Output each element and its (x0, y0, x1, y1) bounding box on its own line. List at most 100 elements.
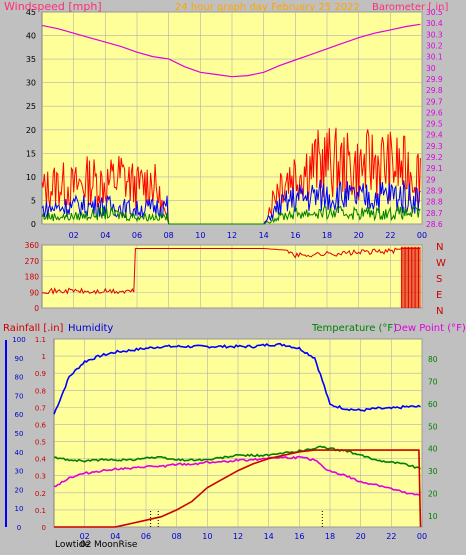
wind-left-tick-label: 30 (26, 79, 36, 88)
barometer-tick-label: 29.4 (426, 131, 443, 140)
barometer-line (41, 23, 421, 78)
temperature-tick-label: 10 (428, 512, 438, 521)
barometer-axis-title: Barometer [.in] (372, 2, 448, 13)
wind-x-tick-label: 22 (385, 231, 395, 240)
bottom-x-tick-label: 02 (80, 532, 90, 541)
wind-direction-line (42, 247, 421, 295)
humidity-tick-label: 0 (17, 524, 21, 532)
bottom-grid (54, 338, 423, 528)
rainfall-tick-label: 1 (42, 353, 46, 361)
humidity-axis-title: Humidity (68, 323, 113, 334)
wind-x-tick-label: 14 (259, 231, 269, 240)
wind-series-group (41, 23, 421, 225)
humidity-tick-label: 70 (15, 392, 24, 400)
wind-left-tick-label: 40 (26, 32, 36, 41)
barometer-tick-label: 30.5 (426, 8, 443, 17)
humidity-tick-label: 10 (15, 505, 24, 513)
rainfall-axis: 0 0.1 0.2 0.3 0.4 0.5 0.6 0.7 0.8 0.9 1 1.1 (35, 336, 47, 532)
rainfall-tick-label: 0.4 (35, 456, 47, 464)
compass-label: N (436, 242, 443, 253)
humidity-tick-label: 90 (15, 355, 24, 363)
direction-grid (42, 244, 423, 309)
direction-tick-label: 180 (25, 273, 40, 282)
barometer-tick-label: 29.8 (426, 86, 443, 95)
temperature-tick-label: 50 (428, 422, 438, 431)
rainfall-line (54, 449, 422, 528)
barometer-tick-label: 28.9 (426, 187, 443, 196)
chart-date-title: 24 hour graph day February 25 2022 (175, 2, 360, 13)
lowtide-label: Lowtide (55, 540, 90, 550)
rainfall-tick-label: 0.6 (35, 421, 47, 429)
humidity-tick-label: 100 (12, 336, 25, 344)
bottom-x-tick-label: 22 (386, 532, 396, 541)
windspeed-axis-title: Windspeed [mph] (4, 0, 102, 13)
humidity-tick-label: 40 (15, 449, 24, 457)
barometer-tick-label: 29.9 (426, 75, 443, 84)
rainfall-tick-label: 0.5 (35, 439, 46, 447)
compass-label: W (436, 258, 446, 269)
rainfall-tick-label: 0 (42, 524, 46, 532)
barometer-tick-label: 29.3 (426, 142, 443, 151)
wind-left-tick-label: 0 (31, 220, 36, 229)
rainfall-tick-label: 0.9 (35, 370, 46, 378)
humidity-line (53, 342, 421, 415)
humidity-tick-label: 80 (15, 374, 24, 382)
barometer-tick-label: 30.4 (426, 19, 443, 28)
temperature-axis: 10 20 30 40 50 60 70 80 (428, 355, 438, 521)
barometer-tick-label: 30.2 (426, 41, 443, 50)
wind-left-tick-label: 15 (26, 149, 36, 158)
bottom-x-tick-label: 14 (264, 532, 274, 541)
barometer-tick-label: 30.3 (426, 30, 443, 39)
rainfall-tick-label: 0.7 (35, 404, 46, 412)
humidity-axis: 0 10 20 30 40 50 60 70 80 90 100 (12, 336, 25, 532)
rainfall-tick-label: 0.3 (35, 473, 46, 481)
temperature-tick-label: 60 (428, 400, 438, 409)
barometer-tick-label: 30 (426, 64, 436, 73)
humidity-tick-label: 60 (15, 411, 24, 419)
footer-hour-label: 02 (80, 540, 91, 550)
bottom-x-axis: 02 04 06 08 10 12 14 16 18 20 22 00 (80, 532, 428, 541)
wind-left-tick-label: 35 (26, 55, 36, 64)
compass-label: E (436, 290, 442, 301)
dewpoint-axis-title: Dew Point (°F) (394, 323, 466, 334)
direction-tick-label: 360 (25, 241, 40, 250)
direction-tick-label: 0 (34, 304, 39, 313)
bottom-x-tick-label: 18 (325, 532, 335, 541)
humidity-tick-label: 50 (15, 430, 24, 438)
bottom-series-group (53, 342, 422, 528)
temperature-line (53, 445, 421, 470)
wind-x-tick-label: 18 (322, 231, 332, 240)
wind-average-line (41, 179, 421, 225)
event-markers (150, 509, 323, 527)
wind-gust-line (41, 127, 421, 225)
wind-x-tick-label: 08 (164, 231, 174, 240)
dewpoint-line (54, 455, 421, 497)
bottom-x-tick-label: 00 (417, 532, 427, 541)
wind-x-axis: 02 04 06 08 10 12 14 16 18 20 22 00 (69, 231, 428, 240)
barometer-tick-label: 29.7 (426, 97, 443, 106)
temperature-tick-label: 20 (428, 489, 438, 498)
bottom-x-tick-label: 08 (172, 532, 182, 541)
barometer-tick-label: 29.1 (426, 164, 443, 173)
moonrise-label: MoonRise (94, 540, 138, 550)
barometer-tick-label: 29.2 (426, 153, 443, 162)
barometer-tick-label: 30.1 (426, 53, 443, 62)
wind-left-tick-label: 45 (26, 8, 36, 17)
barometer-tick-label: 28.7 (426, 209, 443, 218)
bottom-x-tick-label: 16 (294, 532, 304, 541)
temperature-axis-title: Temperature (°F) (311, 323, 397, 334)
rainfall-axis-title: Rainfall [.in] (3, 323, 64, 334)
bottom-x-tick-label: 20 (356, 532, 366, 541)
temperature-tick-label: 30 (428, 467, 438, 476)
wind-x-tick-label: 12 (227, 231, 237, 240)
compass-label: S (436, 274, 442, 285)
wind-left-tick-label: 5 (31, 196, 36, 205)
rainfall-tick-label: 0.2 (35, 490, 46, 498)
barometer-tick-label: 28.8 (426, 198, 443, 207)
temperature-tick-label: 70 (428, 378, 438, 387)
wind-x-tick-label: 10 (195, 231, 205, 240)
direction-tick-label: 90 (29, 288, 39, 297)
compass-label: N (436, 306, 443, 317)
barometer-tick-label: 28.6 (426, 220, 443, 229)
